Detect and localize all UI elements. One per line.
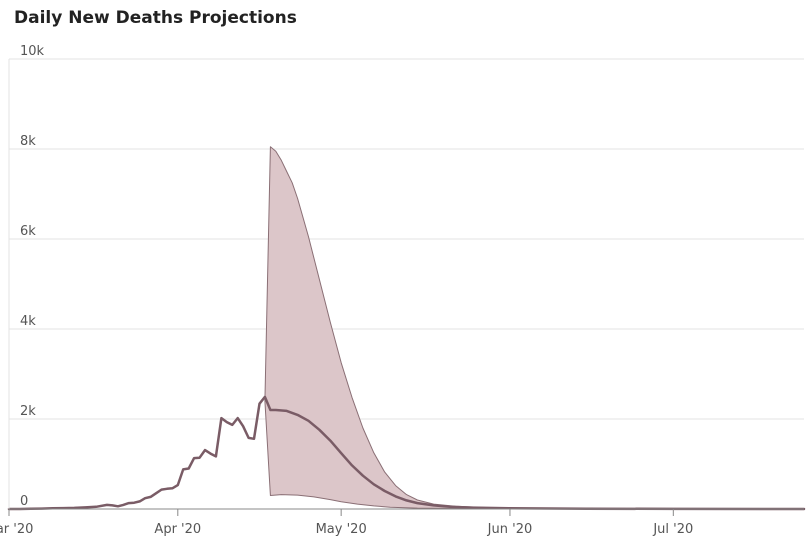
confidence-band-area <box>264 146 805 510</box>
x-tick-label: May '20 <box>316 522 367 537</box>
x-axis <box>8 59 804 516</box>
y-tick-label: 10k <box>20 44 45 59</box>
confidence-band <box>264 146 805 510</box>
chart-title: Daily New Deaths Projections <box>14 8 297 28</box>
y-axis-ticks: 0 2k 4k 6k 8k 10k <box>20 44 45 509</box>
y-tick-label: 2k <box>20 404 36 419</box>
y-tick-label: 4k <box>20 314 36 329</box>
projection-line <box>7 395 806 511</box>
x-axis-ticks: Mar '20 Apr '20 May '20 Jun '20 Jul '20 <box>0 522 693 537</box>
projection-series-line <box>7 395 806 511</box>
x-tick-label: Apr '20 <box>154 522 201 537</box>
grid-lines <box>9 58 804 420</box>
y-tick-label: 0 <box>20 494 28 509</box>
y-tick-label: 6k <box>20 224 36 239</box>
x-tick-label: Jul '20 <box>652 522 693 537</box>
x-tick-label: Mar '20 <box>0 522 33 537</box>
x-tick-label: Jun '20 <box>487 522 533 537</box>
y-tick-label: 8k <box>20 134 36 149</box>
